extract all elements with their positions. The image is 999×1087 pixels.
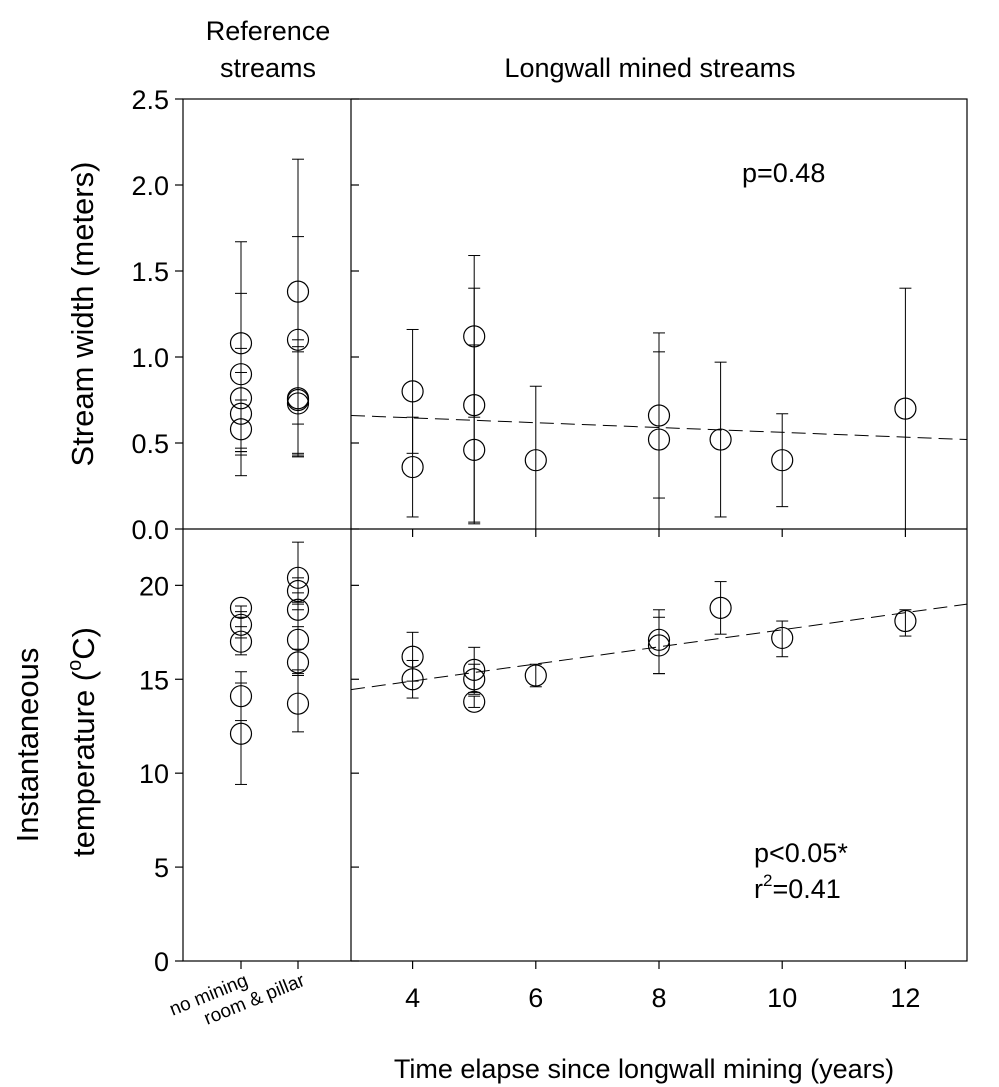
plot-frame [182, 98, 968, 962]
reference-header-line2: streams [220, 53, 316, 83]
x-axis-label: Time elapse since longwall mining (years… [394, 1054, 894, 1084]
longwall-point [401, 380, 424, 403]
y-tick-label: 1.5 [131, 257, 169, 287]
y-tick-label: 15 [139, 665, 169, 695]
x-tick-label: 10 [767, 983, 797, 1013]
y-tick-label: 10 [139, 759, 169, 789]
bottom-y-axis-label-line2: temperature (oC) [64, 627, 101, 857]
y-tick-label: 0.0 [131, 515, 169, 545]
longwall-point [771, 449, 794, 472]
top-p-value: p=0.48 [742, 158, 825, 188]
x-tick-label: 6 [528, 983, 543, 1013]
x-tick-label: 12 [890, 983, 920, 1013]
x-tick-label: 4 [405, 983, 420, 1013]
longwall-point [524, 664, 547, 687]
longwall-point [771, 626, 794, 650]
longwall-point [894, 609, 917, 633]
bottom-p-value: p<0.05* [754, 838, 848, 868]
y-tick-label: 2.0 [131, 171, 169, 201]
bottom-y-axis-label-line1: Instantaneous [10, 648, 45, 843]
reference-point [229, 418, 253, 441]
x-tick-label: 8 [651, 983, 666, 1013]
reference-header-line1: Reference [206, 16, 331, 46]
regression-line [350, 414, 968, 441]
reference-point [286, 392, 310, 415]
bottom-r-squared: r2=0.41 [754, 871, 841, 904]
reference-point [229, 630, 253, 653]
y-tick-label: 2.5 [131, 85, 169, 115]
longwall-point [463, 668, 486, 691]
top-y-axis-label: Stream width (meters) [65, 162, 100, 467]
longwall-point [463, 438, 486, 461]
longwall-point [647, 428, 671, 451]
longwall-header: Longwall mined streams [504, 53, 795, 83]
reference-point [229, 722, 253, 745]
longwall-point [709, 596, 732, 619]
longwall-point [401, 455, 424, 479]
reference-point [286, 651, 310, 674]
longwall-point [524, 449, 547, 472]
y-tick-label: 1.0 [131, 343, 169, 373]
y-tick-label: 0 [154, 947, 169, 977]
longwall-point [894, 397, 917, 420]
y-tick-label: 0.5 [131, 429, 169, 459]
y-tick-label: 5 [154, 853, 169, 883]
reference-point [286, 692, 310, 715]
y-tick-label: 20 [139, 571, 169, 601]
longwall-point [463, 690, 486, 713]
longwall-point [709, 428, 732, 451]
